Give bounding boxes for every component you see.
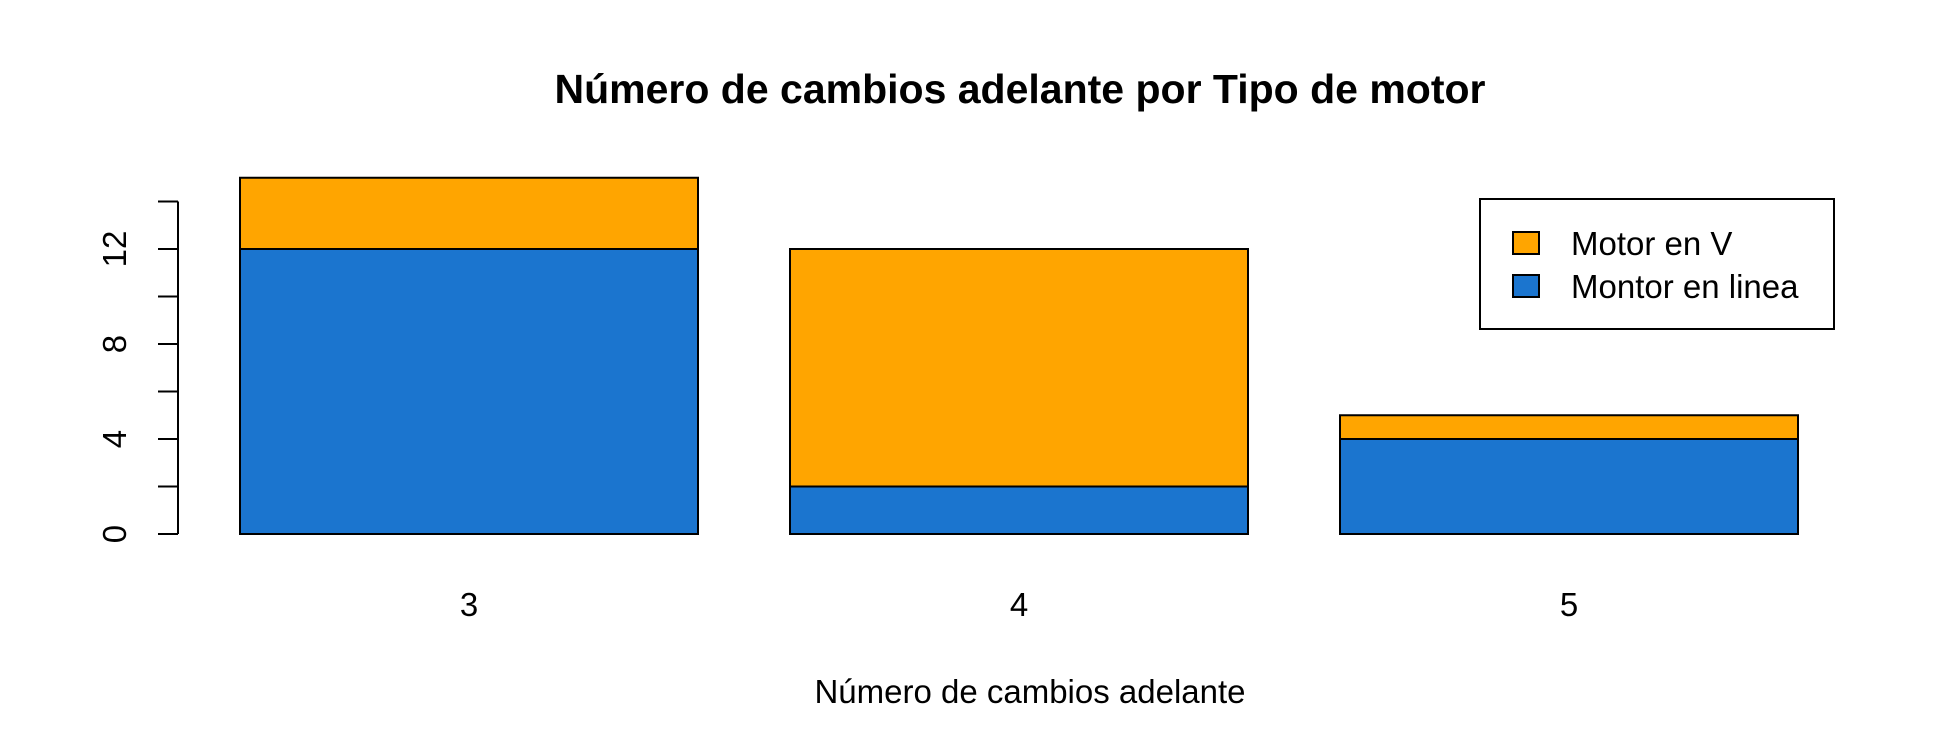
legend-label-0: Motor en V [1571,225,1732,262]
bar-3-series-1 [239,176,699,250]
x-tick-labels: 3 4 5 [460,586,1578,623]
y-tick-label-12: 12 [96,231,133,268]
bar-4-series-0 [789,485,1249,535]
bar-5-series-0 [1339,438,1799,535]
legend-box [1479,198,1835,330]
y-tick-label-0: 0 [96,525,133,543]
x-tick-label-5: 5 [1560,586,1578,623]
bar-5-series-1 [1339,414,1799,440]
bar-4-series-1 [789,248,1249,488]
y-tick-label-8: 8 [96,335,133,353]
y-axis: 0 4 8 12 [96,200,179,543]
legend-swatch-0 [1512,231,1540,255]
x-tick-label-4: 4 [1010,586,1028,623]
bar-3-series-0 [239,248,699,535]
x-tick-label-3: 3 [460,586,478,623]
bars-group [239,176,1799,535]
y-tick-label-4: 4 [96,430,133,448]
x-axis-label: Número de cambios adelante [814,673,1245,710]
chart-title: Número de cambios adelante por Tipo de m… [554,66,1485,112]
legend-label-1: Montor en linea [1571,268,1799,305]
legend: Motor en V Montor en linea [1479,198,1835,330]
legend-swatch-1 [1512,274,1540,298]
